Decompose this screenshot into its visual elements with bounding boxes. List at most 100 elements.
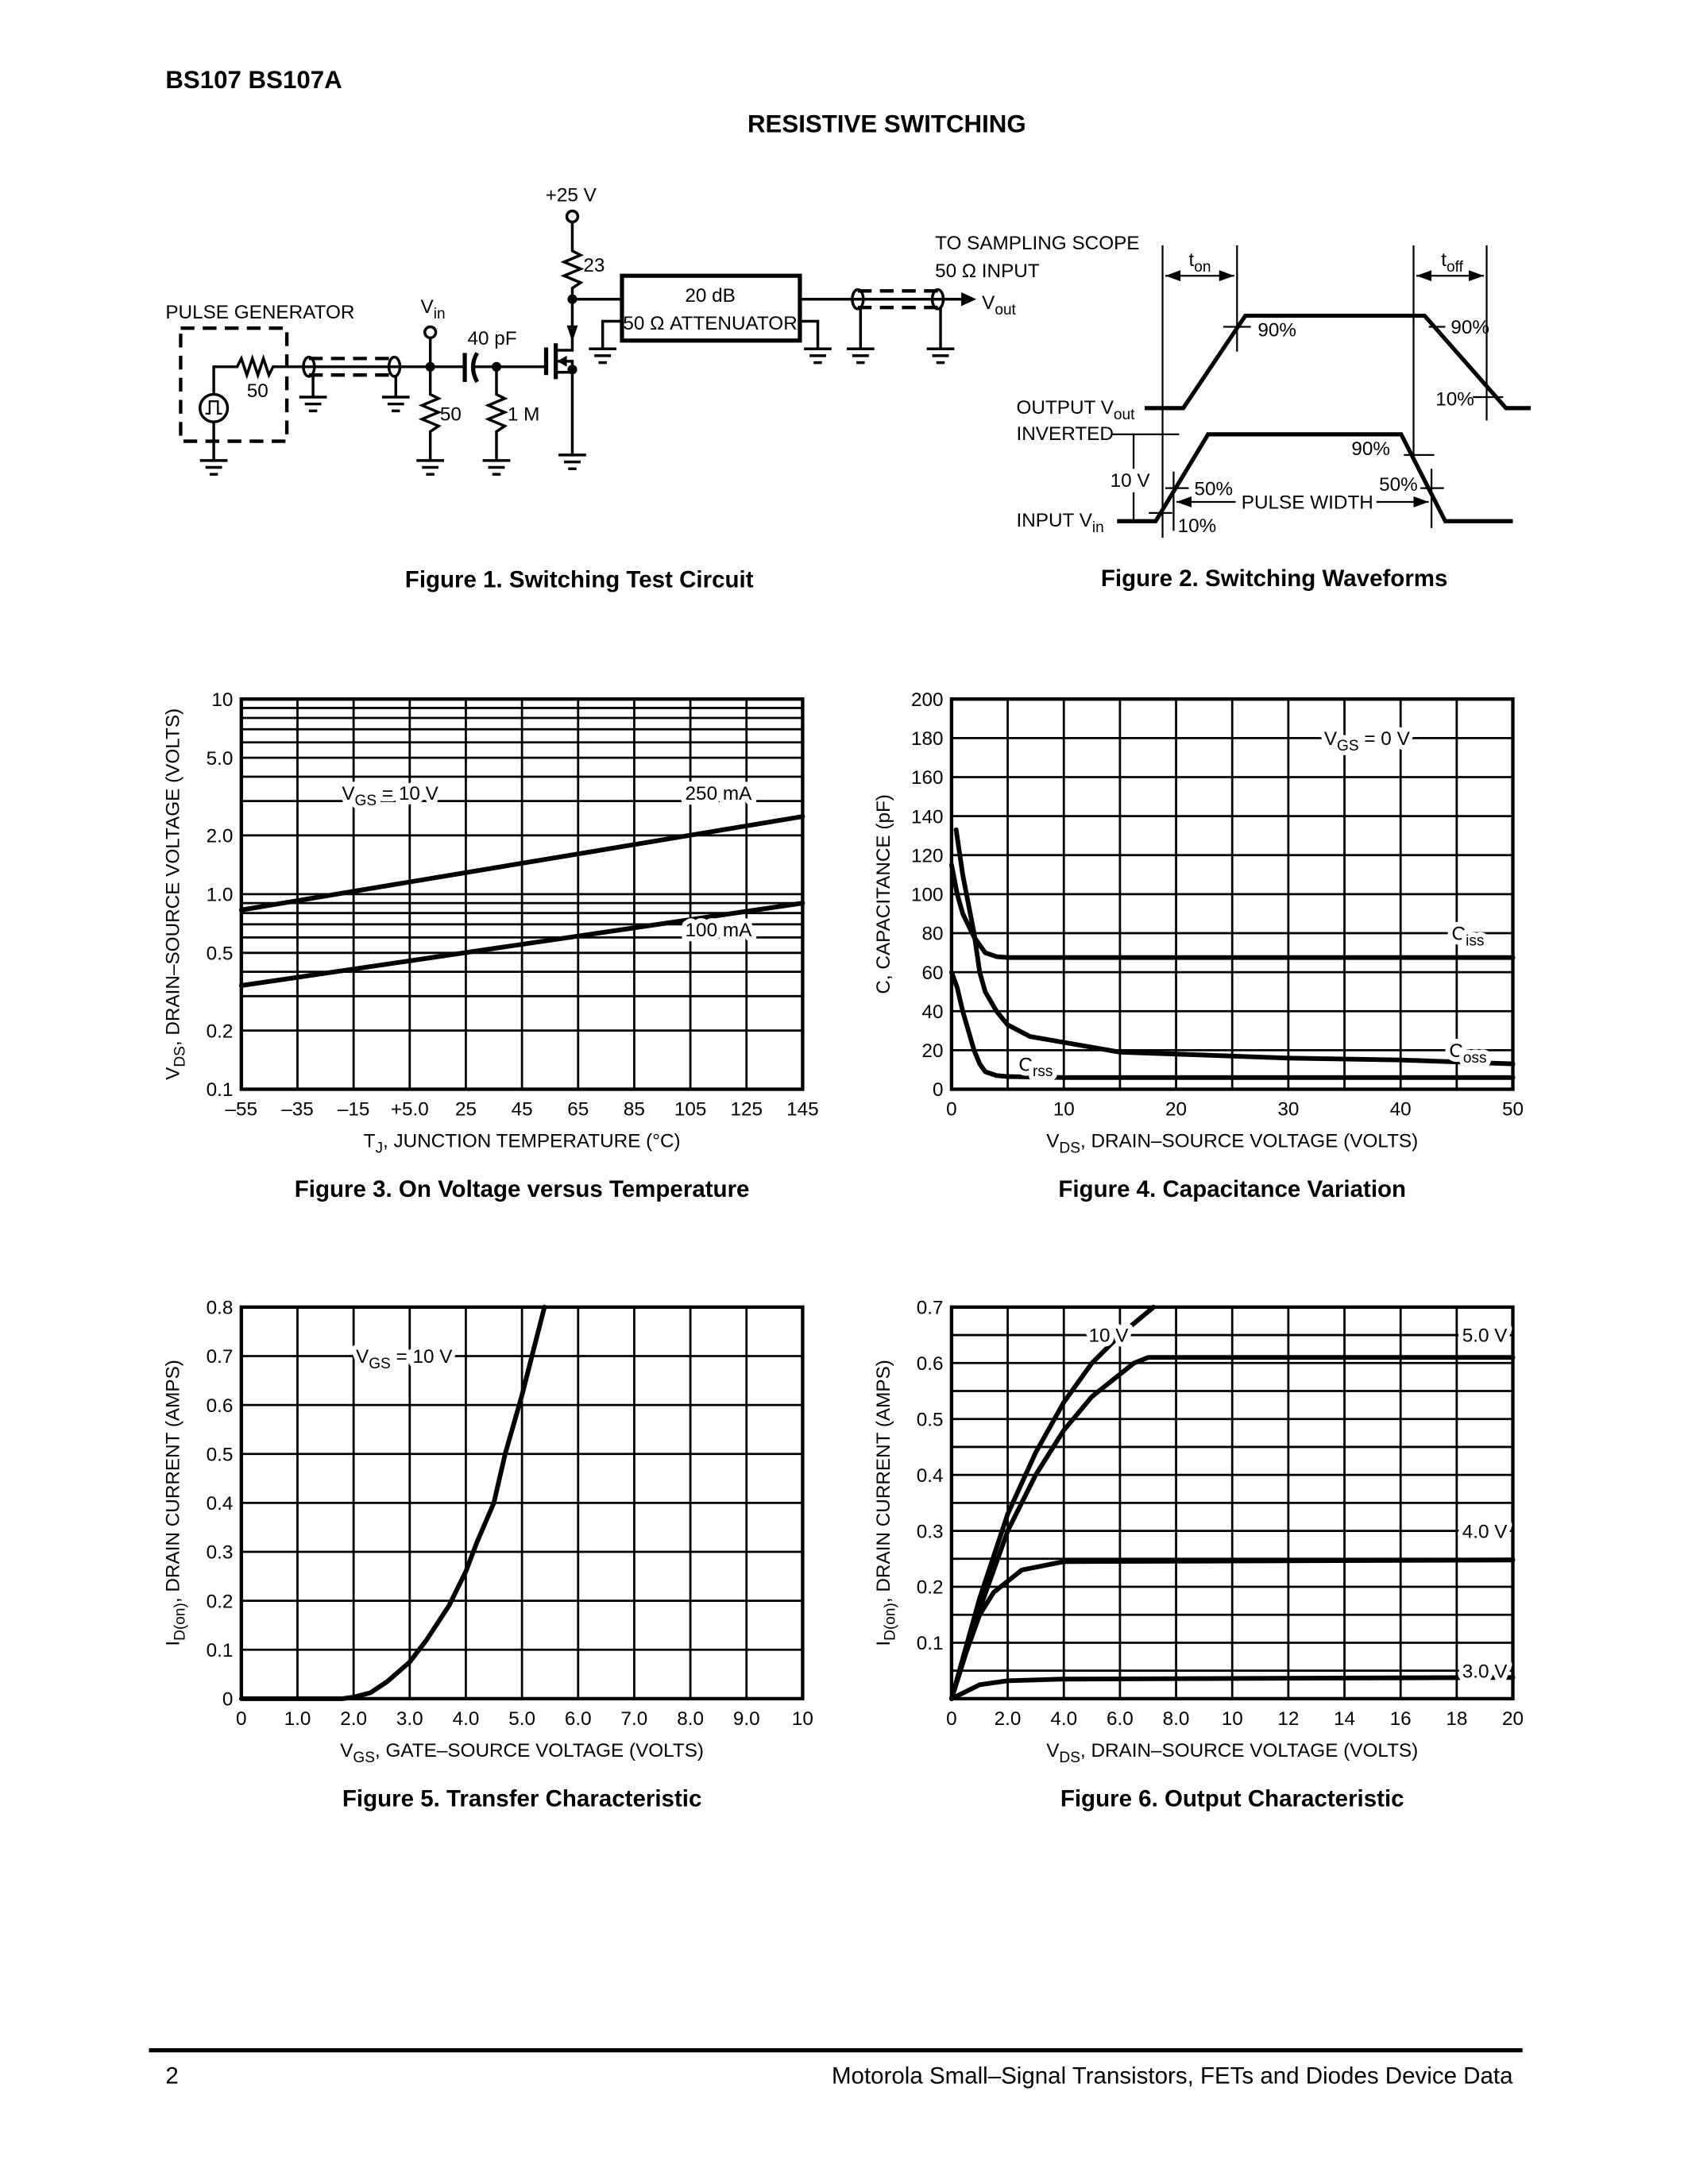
capacitor-label: 40 pF: [468, 328, 517, 349]
mosfet-symbol: [543, 343, 577, 455]
figure1-caption: Figure 1. Switching Test Circuit: [405, 567, 754, 593]
x-tick-label: 5.0: [508, 1708, 535, 1730]
footer-publication: Motorola Small–Signal Transistors, FETs …: [832, 2062, 1513, 2089]
grid: [950, 697, 1514, 1090]
pulse-width-label: PULSE WIDTH: [1242, 492, 1373, 514]
x-axis-label: VDS, DRAIN–SOURCE VOLTAGE (VOLTS): [1046, 1740, 1418, 1766]
y-tick-label: 0.5: [917, 1409, 944, 1430]
y-tick-label: 20: [921, 1040, 943, 1062]
drain-arrow-icon: [566, 325, 578, 342]
chart-4: 0 10 20 30 40 50 0 20 40 60 80 100 120 140 160 180 200 VD…: [873, 689, 1524, 1202]
series-label: 4.0 V: [1462, 1521, 1508, 1542]
x-tick-label: 3.0: [396, 1708, 423, 1730]
figure-caption: Figure 3. On Voltage versus Temperature: [295, 1176, 750, 1202]
series-label: 3.0 V: [1462, 1661, 1508, 1682]
drain-node: [567, 294, 577, 304]
x-tick-label: +5.0: [391, 1099, 429, 1121]
input-50-fall-label: 50%: [1379, 474, 1418, 496]
y-tick-label: 0.8: [207, 1298, 234, 1319]
x-tick-label: 45: [512, 1099, 533, 1121]
series-line-250-ma: [238, 814, 805, 913]
figure-caption: Figure 6. Output Characteristic: [1060, 1785, 1404, 1812]
y-tick-label: 0.6: [207, 1395, 234, 1417]
y-tick-label: 2.0: [207, 826, 234, 847]
y-tick-label: 0.7: [207, 1346, 234, 1368]
figure-caption: Figure 4. Capacitance Variation: [1058, 1176, 1406, 1202]
generator-resistor-label: 50: [247, 380, 268, 402]
ground-icon: [299, 396, 327, 413]
pulse-source-icon: [199, 392, 230, 423]
ground-icon: [926, 347, 955, 365]
output-coax: [851, 287, 945, 349]
y-tick-label: 0.7: [917, 1298, 944, 1319]
gate-resistor-label: 1 M: [508, 404, 540, 426]
y-tick-label: 80: [921, 924, 943, 945]
input-coax: [302, 355, 402, 397]
y-tick-label: 100: [911, 885, 944, 906]
inverted-label: INVERTED: [1017, 423, 1114, 445]
y-tick-label: 0.4: [917, 1465, 944, 1487]
series-line-coss: [953, 827, 1516, 1067]
annotation-label: VGS = 0 V: [1324, 728, 1411, 754]
ground-icon: [482, 459, 511, 476]
vin-terminal: [423, 325, 438, 340]
input-label: INPUT Vin: [1017, 510, 1104, 536]
y-axis-label: ID(on), DRAIN CURRENT (AMPS): [873, 1360, 899, 1646]
grid: [240, 697, 804, 1090]
x-tick-label: 2.0: [340, 1708, 367, 1730]
y-tick-label: 0.3: [917, 1521, 944, 1542]
y-tick-label: 0.5: [207, 943, 234, 964]
y-tick-label: 140: [911, 806, 944, 828]
switching-test-circuit: +25 V 23 20 dB 50 Ω ATTENUATOR: [165, 184, 1140, 476]
x-tick-label: 0: [946, 1708, 957, 1730]
x-tick-label: –15: [338, 1099, 370, 1121]
x-tick-label: 85: [624, 1099, 645, 1121]
x-axis-label: TJ, JUNCTION TEMPERATURE (°C): [364, 1130, 681, 1156]
y-tick-label: 0.1: [917, 1633, 944, 1654]
ground-symbols: [199, 347, 955, 476]
ground-icon: [846, 347, 875, 365]
x-tick-label: 6.0: [565, 1708, 592, 1730]
y-tick-label: 0.2: [207, 1591, 234, 1612]
x-tick-label: 1.0: [284, 1708, 311, 1730]
output-arrow-icon: [961, 292, 977, 307]
series-line-3-0-v: [948, 1675, 1516, 1701]
part-numbers: BS107 BS107A: [165, 66, 342, 94]
ground-icon: [199, 459, 228, 476]
x-tick-label: 18: [1446, 1708, 1467, 1730]
attenuator-label-1: 20 dB: [685, 285, 736, 307]
y-tick-label: 180: [911, 728, 944, 750]
x-tick-label: 30: [1277, 1099, 1299, 1121]
generator-resistor: [212, 353, 307, 395]
y-axis-label: ID(on), DRAIN CURRENT (AMPS): [163, 1360, 189, 1646]
pulse-generator-label: PULSE GENERATOR: [165, 302, 354, 323]
series-line-4-0-v: [948, 1557, 1516, 1701]
chart-3: –55 –35 –15 +5.0 25 45 65 85 105 125 145 10 5.0 2.0 1.…: [163, 689, 819, 1202]
grid: [240, 1306, 804, 1700]
x-tick-label: 16: [1390, 1708, 1412, 1730]
y-axis-label: VDS, DRAIN–SOURCE VOLTAGE (VOLTS): [163, 708, 189, 1080]
x-tick-label: 0: [946, 1099, 957, 1121]
output-90-rise-label: 90%: [1257, 320, 1296, 341]
vout-label: Vout: [982, 292, 1016, 318]
x-axis-label: VDS, DRAIN–SOURCE VOLTAGE (VOLTS): [1046, 1130, 1418, 1156]
pulse-generator-box: [179, 326, 289, 443]
x-tick-label: 4.0: [453, 1708, 480, 1730]
x-tick-label: 14: [1334, 1708, 1355, 1730]
x-tick-label: 10: [792, 1708, 813, 1730]
output-10-fall-label: 10%: [1435, 388, 1474, 410]
y-tick-label: 0.2: [207, 1021, 234, 1042]
annotation-label: VGS = 10 V: [356, 1346, 453, 1372]
y-tick-label: 0.2: [917, 1577, 944, 1599]
y-tick-label: 1.0: [207, 885, 234, 906]
x-tick-label: –35: [281, 1099, 314, 1121]
x-tick-label: 4.0: [1050, 1708, 1077, 1730]
plot-frame: [949, 1305, 1515, 1701]
y-axis-label: C, CAPACITANCE (pF): [873, 794, 894, 994]
series-line-100-ma: [238, 901, 805, 988]
series-line-10-v: [948, 1304, 1157, 1701]
x-tick-label: 20: [1502, 1708, 1524, 1730]
supply-label: +25 V: [546, 184, 597, 206]
attenuator-label-2: 50 Ω ATTENUATOR: [623, 313, 797, 334]
y-tick-label: 160: [911, 767, 944, 789]
